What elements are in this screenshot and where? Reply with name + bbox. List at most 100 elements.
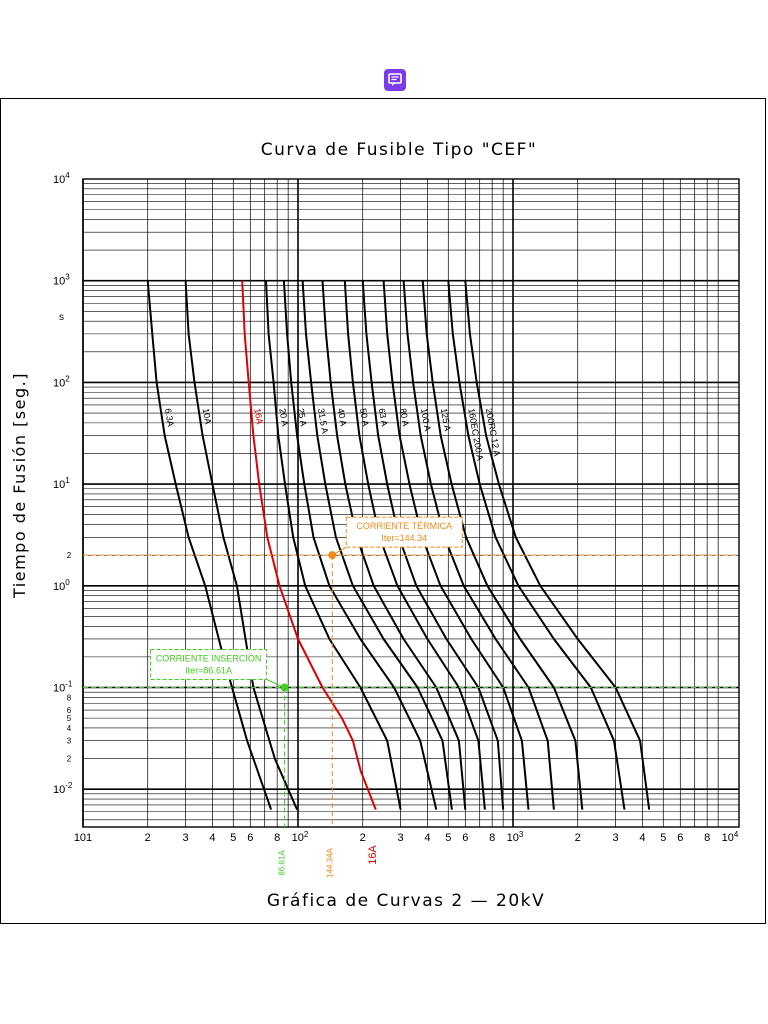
x-minor-tick-label: 6 <box>247 832 253 844</box>
x-tick-base: 101 <box>74 832 92 844</box>
annotations: CORRIENTE TÉRMICA Iter=144.34 144.34A CORRI… <box>83 516 739 878</box>
y-minor-tick-label: 5 <box>67 714 72 723</box>
y-tick-base: 10 <box>53 377 65 389</box>
fuse-curve-2 <box>241 280 377 810</box>
curve-label: 100 A <box>419 407 433 431</box>
x-tick-base: 10 <box>722 832 734 844</box>
corriente-insercion-value: Iter=86.61A <box>185 666 232 676</box>
curve-label: 10A <box>201 407 214 425</box>
x-minor-tick-label: 6 <box>677 832 683 844</box>
y-tick-label: 101 <box>53 476 70 491</box>
curve-label: 20 A <box>277 407 290 426</box>
y-minor-tick-label: 2 <box>67 755 72 764</box>
y-tick-base: 10 <box>53 276 65 288</box>
corriente-termica-leader <box>332 546 347 556</box>
x-minor-tick-label: 3 <box>183 832 189 844</box>
y-minor-tick-label: 2 <box>67 551 72 560</box>
y-tick-label: 102 <box>53 374 70 389</box>
fuse-curve-1 <box>184 280 299 811</box>
chart-subtitle: Gráfica de Curvas 2 — 20kV <box>267 891 545 911</box>
y-minor-tick-label: 8 <box>67 693 72 702</box>
x-minor-tick-label: 2 <box>360 832 366 844</box>
x-minor-tick-label: 4 <box>209 832 215 844</box>
curve-label: 200RC 12 A <box>484 407 502 457</box>
corriente-termica-value: Iter=144.34 <box>381 533 427 543</box>
y-unit-label: s <box>59 312 64 323</box>
fuse-curve-12 <box>447 280 626 810</box>
y-tick-label: 104 <box>53 171 70 186</box>
fuse-curve-chart: Curva de Fusible Tipo "CEF" Gráfica de C… <box>10 140 740 911</box>
fuse-curve-11 <box>421 280 584 810</box>
y-tick-exponent: 4 <box>65 171 70 180</box>
x-minor-tick-label: 8 <box>274 832 280 844</box>
y-tick-base: 10 <box>53 174 65 186</box>
fuse-curve-0 <box>146 280 273 810</box>
y-tick-base: 10 <box>53 683 65 695</box>
x-tick-exponent: 2 <box>304 830 309 839</box>
x-minor-tick-label: 8 <box>704 832 710 844</box>
y-tick-base: 10 <box>53 581 65 593</box>
y-tick-label: 10-2 <box>53 781 73 796</box>
x-minor-tick-label: 6 <box>462 832 468 844</box>
curve-label: 80 A <box>398 407 411 426</box>
x-minor-tick-label: 5 <box>445 832 451 844</box>
x-tick-label: 103 <box>507 830 524 844</box>
y-minor-tick-label: 4 <box>67 724 72 733</box>
grid <box>82 178 740 828</box>
x-tick-label: 102 <box>292 830 309 844</box>
curve-label: 63 A <box>377 407 390 426</box>
curve-label: 6.3A <box>163 407 176 427</box>
corriente-insercion-box <box>150 649 268 680</box>
x-tick-base: 10 <box>292 832 304 844</box>
x-minor-tick-label: 2 <box>145 832 151 844</box>
corriente-termica-box <box>345 516 463 548</box>
y-tick-exponent: 2 <box>65 374 70 383</box>
y-tick-exponent: 1 <box>65 476 70 485</box>
comment-icon <box>388 73 402 86</box>
curve-label: 25 A <box>296 407 309 426</box>
y-minor-tick-label: 6 <box>67 706 72 715</box>
y-tick-label: 100 <box>53 578 70 593</box>
bottom-series-label: 16A <box>367 845 379 865</box>
x-minor-tick-label: 3 <box>613 832 619 844</box>
y-tick-exponent: -2 <box>65 781 73 790</box>
y-tick-label: 103 <box>53 273 70 288</box>
y-tick-exponent: -1 <box>65 680 73 689</box>
fuse-curve-4 <box>282 280 438 810</box>
plot-border <box>82 178 740 828</box>
fuse-curve-13 <box>464 280 651 810</box>
y-tick-label: 10-1 <box>53 680 73 695</box>
x-tick-label: 104 <box>722 830 739 844</box>
curve-label: 40 A <box>336 407 349 426</box>
y-tick-exponent: 0 <box>65 578 70 587</box>
fuse-curve-5 <box>301 280 453 810</box>
x-minor-tick-label: 2 <box>575 832 581 844</box>
y-tick-base: 10 <box>53 784 65 796</box>
y-tick-base: 10 <box>53 479 65 491</box>
corriente-insercion-label: CORRIENTE INSERCIÓN <box>156 654 262 664</box>
corriente-insercion-axis-label: 86.61A <box>278 850 287 876</box>
y-tick-exponent: 3 <box>65 273 70 282</box>
curve-label: 125 A <box>439 407 453 431</box>
corriente-insercion-leader <box>266 679 285 688</box>
y-axis-label: Tiempo de Fusión [seg.] <box>10 372 29 599</box>
x-tick-base: 10 <box>507 832 519 844</box>
x-minor-tick-label: 4 <box>424 832 430 844</box>
curve-label: 16A <box>252 407 265 425</box>
x-tick-exponent: 3 <box>519 830 524 839</box>
comment-button[interactable] <box>384 69 406 91</box>
x-minor-tick-label: 3 <box>398 832 404 844</box>
fuse-curve-3 <box>265 280 402 810</box>
x-minor-tick-label: 5 <box>230 832 236 844</box>
chart-title: Curva de Fusible Tipo "CEF" <box>261 140 537 160</box>
x-tick-label: 101 <box>74 832 92 844</box>
curve-label: 50 A <box>358 407 371 426</box>
x-tick-exponent: 4 <box>734 830 739 839</box>
curve-label: 31.5 A <box>316 407 330 434</box>
x-minor-tick-label: 8 <box>489 832 495 844</box>
x-minor-tick-label: 5 <box>660 832 666 844</box>
chart-frame: Curva de Fusible Tipo "CEF" Gráfica de C… <box>0 98 766 924</box>
corriente-termica-axis-label: 144.34A <box>325 847 334 877</box>
corriente-termica-label: CORRIENTE TÉRMICA <box>356 521 452 531</box>
